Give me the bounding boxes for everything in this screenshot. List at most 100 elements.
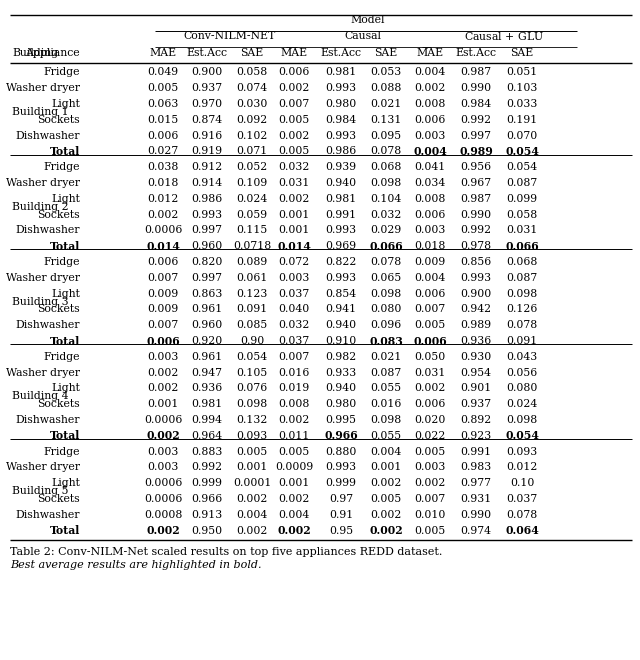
Text: 0.040: 0.040	[278, 304, 310, 314]
Text: 0.950: 0.950	[191, 525, 223, 536]
Text: 0.003: 0.003	[147, 463, 179, 473]
Text: 0.954: 0.954	[461, 368, 492, 378]
Text: 0.984: 0.984	[460, 99, 492, 109]
Text: Causal $+$ GLU: Causal $+$ GLU	[463, 30, 543, 42]
Text: 0.020: 0.020	[414, 415, 445, 425]
Text: Washer dryer: Washer dryer	[6, 368, 80, 378]
Text: Washer dryer: Washer dryer	[6, 273, 80, 283]
Text: 0.004: 0.004	[278, 510, 310, 520]
Text: 0.940: 0.940	[325, 320, 356, 330]
Text: 0.005: 0.005	[414, 320, 445, 330]
Text: 0.10: 0.10	[510, 478, 534, 488]
Text: 0.016: 0.016	[371, 399, 402, 409]
Text: 0.070: 0.070	[506, 131, 538, 141]
Text: 0.900: 0.900	[191, 67, 223, 77]
Text: 0.003: 0.003	[147, 447, 179, 457]
Text: 0.014: 0.014	[146, 241, 180, 251]
Text: 0.098: 0.098	[506, 415, 538, 425]
Text: 0.912: 0.912	[191, 162, 223, 172]
Text: 0.092: 0.092	[236, 115, 268, 125]
Text: 0.002: 0.002	[278, 494, 310, 504]
Text: 0.091: 0.091	[506, 336, 538, 346]
Text: Light: Light	[51, 99, 80, 109]
Text: 0.931: 0.931	[460, 494, 492, 504]
Text: 0.004: 0.004	[413, 146, 447, 157]
Text: 0.006: 0.006	[414, 210, 445, 220]
Text: 0.914: 0.914	[191, 178, 223, 188]
Text: 0.078: 0.078	[506, 320, 538, 330]
Text: Sockets: Sockets	[37, 115, 80, 125]
Text: 0.991: 0.991	[325, 210, 356, 220]
Text: 0.974: 0.974	[461, 525, 492, 536]
Text: 0.074: 0.074	[236, 83, 268, 93]
Text: Building 5: Building 5	[12, 486, 68, 496]
Text: 0.030: 0.030	[236, 99, 268, 109]
Text: 0.0009: 0.0009	[275, 463, 313, 473]
Text: 0.992: 0.992	[460, 226, 492, 236]
Text: 0.002: 0.002	[236, 494, 268, 504]
Text: 0.0008: 0.0008	[144, 510, 182, 520]
Text: 0.068: 0.068	[371, 162, 402, 172]
Text: 0.005: 0.005	[278, 115, 310, 125]
Text: 0.009: 0.009	[147, 304, 179, 314]
Text: SAE: SAE	[510, 48, 534, 57]
Text: 0.822: 0.822	[325, 257, 356, 267]
Text: 0.003: 0.003	[414, 131, 445, 141]
Text: 0.007: 0.007	[278, 352, 310, 362]
Text: Dishwasher: Dishwasher	[15, 131, 80, 141]
Text: Washer dryer: Washer dryer	[6, 463, 80, 473]
Text: 0.053: 0.053	[371, 67, 402, 77]
Text: 0.913: 0.913	[191, 510, 223, 520]
Text: 0.874: 0.874	[191, 115, 223, 125]
Text: 0.091: 0.091	[236, 304, 268, 314]
Text: Total: Total	[50, 525, 80, 536]
Text: 0.978: 0.978	[460, 242, 492, 251]
Text: 0.007: 0.007	[278, 99, 310, 109]
Text: 0.126: 0.126	[506, 304, 538, 314]
Text: 0.131: 0.131	[371, 115, 402, 125]
Text: 0.982: 0.982	[325, 352, 356, 362]
Text: 0.984: 0.984	[325, 115, 356, 125]
Text: 0.0006: 0.0006	[144, 226, 182, 236]
Text: 0.961: 0.961	[191, 304, 223, 314]
Text: Building 1: Building 1	[12, 107, 68, 117]
Text: 0.054: 0.054	[236, 352, 268, 362]
Text: 0.087: 0.087	[506, 178, 538, 188]
Text: 0.054: 0.054	[506, 162, 538, 172]
Text: 0.002: 0.002	[278, 415, 310, 425]
Text: 0.0006: 0.0006	[144, 478, 182, 488]
Text: 0.966: 0.966	[191, 494, 223, 504]
Text: Sockets: Sockets	[37, 210, 80, 220]
Text: 0.993: 0.993	[325, 273, 356, 283]
Text: Building: Building	[12, 48, 58, 57]
Text: 0.007: 0.007	[414, 494, 445, 504]
Text: 0.008: 0.008	[414, 99, 445, 109]
Text: 0.031: 0.031	[278, 178, 310, 188]
Text: 0.960: 0.960	[191, 242, 223, 251]
Text: 0.863: 0.863	[191, 288, 223, 299]
Text: 0.006: 0.006	[413, 335, 447, 347]
Text: 0.024: 0.024	[506, 399, 538, 409]
Text: 0.939: 0.939	[325, 162, 356, 172]
Text: 0.966: 0.966	[324, 430, 358, 442]
Text: 0.941: 0.941	[325, 304, 356, 314]
Text: Total: Total	[50, 335, 80, 347]
Text: 0.993: 0.993	[325, 226, 356, 236]
Text: 0.001: 0.001	[147, 399, 179, 409]
Text: Model: Model	[350, 15, 385, 25]
Text: 0.97: 0.97	[329, 494, 353, 504]
Text: Conv-NILM-NET: Conv-NILM-NET	[184, 31, 276, 41]
Text: 0.004: 0.004	[371, 447, 402, 457]
Text: 0.002: 0.002	[414, 478, 445, 488]
Text: Causal: Causal	[344, 31, 381, 41]
Text: 0.006: 0.006	[146, 335, 180, 347]
Text: 0.059: 0.059	[236, 210, 268, 220]
Text: 0.055: 0.055	[371, 383, 401, 393]
Text: 0.058: 0.058	[236, 67, 268, 77]
Text: 0.034: 0.034	[414, 178, 445, 188]
Text: 0.990: 0.990	[460, 210, 492, 220]
Text: 0.006: 0.006	[147, 257, 179, 267]
Text: 0.001: 0.001	[278, 226, 310, 236]
Text: Building 3: Building 3	[12, 296, 68, 307]
Text: 0.001: 0.001	[278, 478, 310, 488]
